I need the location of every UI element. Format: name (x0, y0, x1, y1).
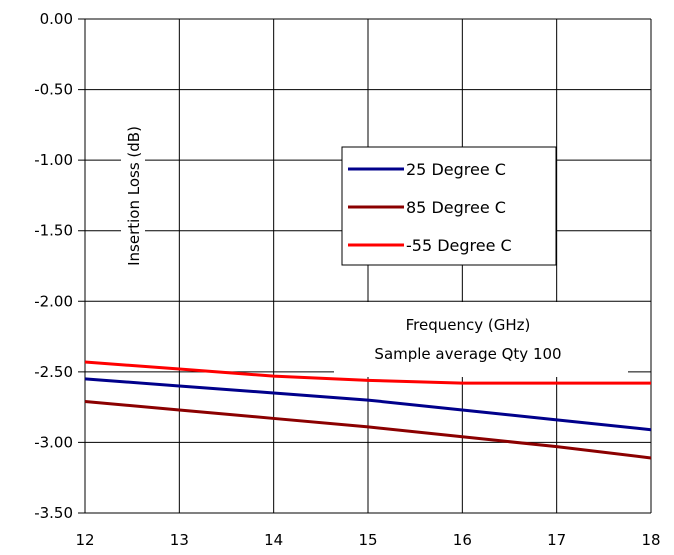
x-tick-label: 16 (453, 531, 472, 549)
y-tick-label: -2.00 (34, 292, 73, 310)
x-tick-label: 17 (547, 531, 566, 549)
annotation-box (334, 302, 628, 377)
series-85c-line (84, 400, 652, 460)
series-lines (84, 360, 652, 460)
legend-label-minus55c: -55 Degree C (406, 236, 512, 255)
y-tick-label: -3.50 (34, 504, 73, 522)
x-tick-label: 14 (264, 531, 283, 549)
x-axis-label: Frequency (GHz) (406, 316, 531, 334)
y-tick-label: 0.00 (40, 10, 73, 28)
series-25c-line (84, 377, 652, 432)
tick-labels: 12 13 14 15 16 17 18 0.00 -0.50 -1.00 -1.50 -2.00 -2… (34, 10, 660, 549)
x-tick-label: 12 (75, 531, 94, 549)
y-tick-label: -0.50 (34, 81, 73, 99)
y-tick-label: -3.00 (34, 433, 73, 451)
x-tick-label: 18 (641, 531, 660, 549)
y-axis-label-bg (121, 100, 145, 290)
legend: 25 Degree C 85 Degree C -55 Degree C (341, 146, 557, 266)
y-tick-label: -1.50 (34, 222, 73, 240)
y-tick-label: -2.50 (34, 363, 73, 381)
y-axis-label: Insertion Loss (dB) (125, 126, 143, 266)
legend-label-85c: 85 Degree C (406, 198, 506, 217)
x-tick-label: 13 (170, 531, 189, 549)
grid-lines (78, 18, 652, 514)
y-tick-label: -1.00 (34, 151, 73, 169)
legend-label-25c: 25 Degree C (406, 160, 506, 179)
x-tick-label: 15 (358, 531, 377, 549)
sample-note: Sample average Qty 100 (374, 345, 561, 363)
series-minus55c-line (84, 360, 651, 385)
